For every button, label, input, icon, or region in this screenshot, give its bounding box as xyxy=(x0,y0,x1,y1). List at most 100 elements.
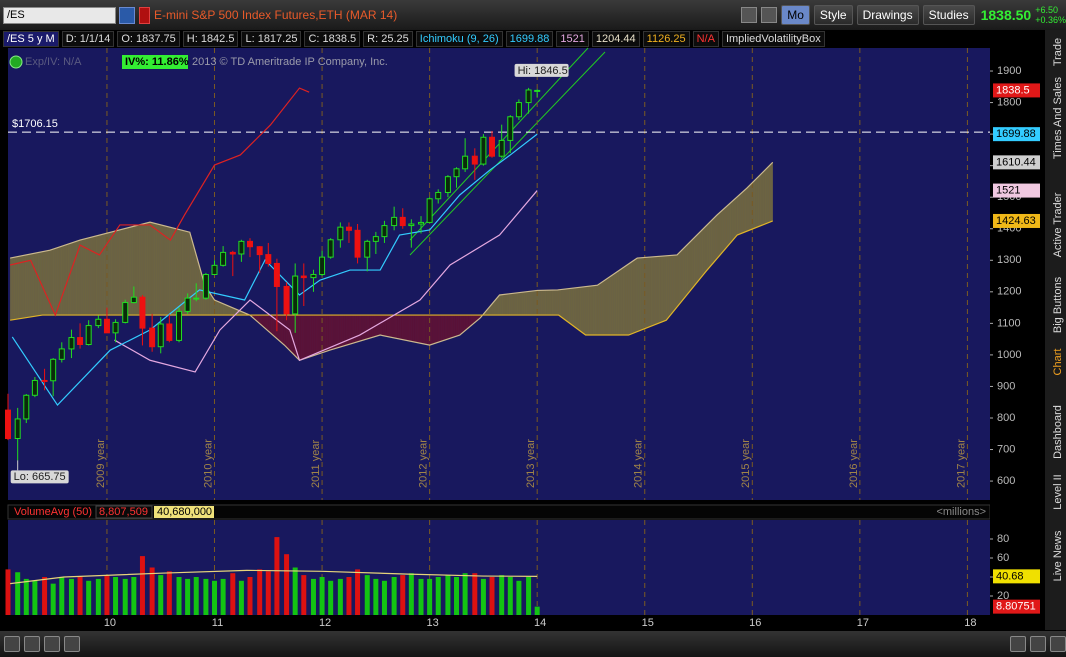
candle-body xyxy=(319,256,326,275)
candle-body xyxy=(184,297,191,312)
crosshair[interactable] xyxy=(44,636,60,652)
lagging-line xyxy=(10,87,310,317)
volume-bar xyxy=(166,571,172,615)
price-bubble xyxy=(993,83,1040,98)
toolbar: /ES E-mini S&P 500 Index Futures,ETH (MA… xyxy=(0,0,1066,30)
bar-range: R: 25.25 xyxy=(363,31,413,47)
side-tab[interactable]: Trade xyxy=(1052,38,1064,66)
volume-bar xyxy=(193,577,199,615)
x-tick-label: 14 xyxy=(534,617,546,629)
period-label: 2013 year xyxy=(525,439,537,488)
candle-body xyxy=(273,262,280,287)
volume-bar xyxy=(445,575,451,615)
volume-bar xyxy=(176,577,182,615)
toolbar-button[interactable]: Style xyxy=(813,5,853,25)
candle-body xyxy=(176,310,183,341)
y-tick-label: 1000 xyxy=(997,349,1021,361)
change-value: +6.50 xyxy=(1035,5,1058,15)
volume-bar xyxy=(427,578,433,615)
candle-body xyxy=(229,251,236,255)
hi-box xyxy=(514,63,569,77)
candle-body xyxy=(103,318,110,334)
tool-icon[interactable] xyxy=(761,7,778,23)
volume-bar xyxy=(328,580,334,615)
candle-body xyxy=(408,223,415,227)
span_a-line xyxy=(10,161,774,361)
reference-label: $1706.15 xyxy=(12,118,58,130)
toolbar-button[interactable]: Studies xyxy=(922,5,975,25)
volume-bar xyxy=(149,567,155,615)
bar-close: C: 1838.5 xyxy=(304,31,361,47)
volume-bar xyxy=(391,577,397,615)
volume-average-line xyxy=(10,569,538,585)
expand[interactable] xyxy=(1050,636,1066,652)
price-bubble xyxy=(993,183,1040,198)
volume-bar xyxy=(104,575,110,615)
symbol-link[interactable] xyxy=(139,6,150,24)
candle-body xyxy=(95,318,102,327)
price-bubble-label: 1610.44 xyxy=(996,156,1036,168)
toolbar-button[interactable]: Drawings xyxy=(856,5,919,25)
candle-body xyxy=(292,275,299,315)
symbol-dropdown[interactable] xyxy=(119,6,135,24)
copyright: 2013 © TD Ameritrade IP Company, Inc. xyxy=(192,56,388,68)
volume-bar xyxy=(203,578,209,615)
scroll-left[interactable] xyxy=(1010,636,1026,652)
period-label: 2011 year xyxy=(310,440,322,488)
study-span-a: 1204.44 xyxy=(591,31,640,47)
period-label: 2010 year xyxy=(202,439,214,488)
candle-body xyxy=(58,348,65,360)
side-tab[interactable]: Chart xyxy=(1052,349,1064,376)
candle-body xyxy=(50,358,57,382)
side-tab[interactable]: Active Trader xyxy=(1052,192,1064,257)
candle-body xyxy=(345,226,352,231)
candle-body xyxy=(256,246,263,256)
side-tab[interactable]: Level II xyxy=(1052,474,1064,509)
candle-body xyxy=(453,168,460,178)
span_b-line xyxy=(10,220,773,336)
zoom-out[interactable] xyxy=(4,636,20,652)
study-icon[interactable] xyxy=(9,55,23,69)
volume-bar xyxy=(212,580,218,615)
price-bubble-label: 1424.63 xyxy=(996,215,1036,227)
x-tick-label: 11 xyxy=(212,617,223,629)
tool-icon[interactable] xyxy=(741,7,758,23)
zoom-in[interactable] xyxy=(24,636,40,652)
volume-bar xyxy=(381,580,387,615)
bar-date: D: 1/1/14 xyxy=(61,31,115,47)
volume-bar xyxy=(113,577,119,615)
candle-body xyxy=(139,296,146,329)
change-percent: +0.36% xyxy=(1035,15,1066,25)
y-tick-label: 1200 xyxy=(997,286,1021,298)
volume-bar xyxy=(230,573,236,615)
scroll-right[interactable] xyxy=(1030,636,1046,652)
side-tab[interactable]: Live News xyxy=(1052,530,1064,581)
side-tab-strip xyxy=(1045,30,1066,630)
candle-body xyxy=(534,89,541,92)
volume-bar xyxy=(408,573,414,615)
volume-y-tick-label: 20 xyxy=(997,590,1009,602)
dollar[interactable] xyxy=(64,636,80,652)
volume-bar xyxy=(373,578,379,615)
y-tick-label: 600 xyxy=(997,475,1015,487)
volume-bar xyxy=(257,569,263,615)
y-tick-label: 700 xyxy=(997,443,1015,455)
volume-bar xyxy=(472,573,478,615)
study2-name[interactable]: ImpliedVolatilityBox xyxy=(721,31,825,47)
study-name[interactable]: Ichimoku (9, 26) xyxy=(415,31,503,47)
side-tab[interactable]: Times And Sales xyxy=(1052,76,1064,159)
lo-label: Lo: 665.75 xyxy=(14,471,66,483)
last-price: 1838.50 xyxy=(980,7,1032,23)
side-tab[interactable]: Dashboard xyxy=(1052,405,1064,459)
candle-body xyxy=(300,275,307,279)
symbol-input[interactable]: /ES xyxy=(3,6,116,24)
price-bubble-label: 40.68 xyxy=(996,570,1024,582)
volume-bar xyxy=(274,537,280,615)
period-label: 2015 year xyxy=(740,439,752,488)
side-tab[interactable]: Big Buttons xyxy=(1052,276,1064,333)
price-bubble xyxy=(993,569,1040,584)
toolbar-button[interactable]: Mo xyxy=(781,5,810,25)
volume-bar xyxy=(50,583,56,615)
